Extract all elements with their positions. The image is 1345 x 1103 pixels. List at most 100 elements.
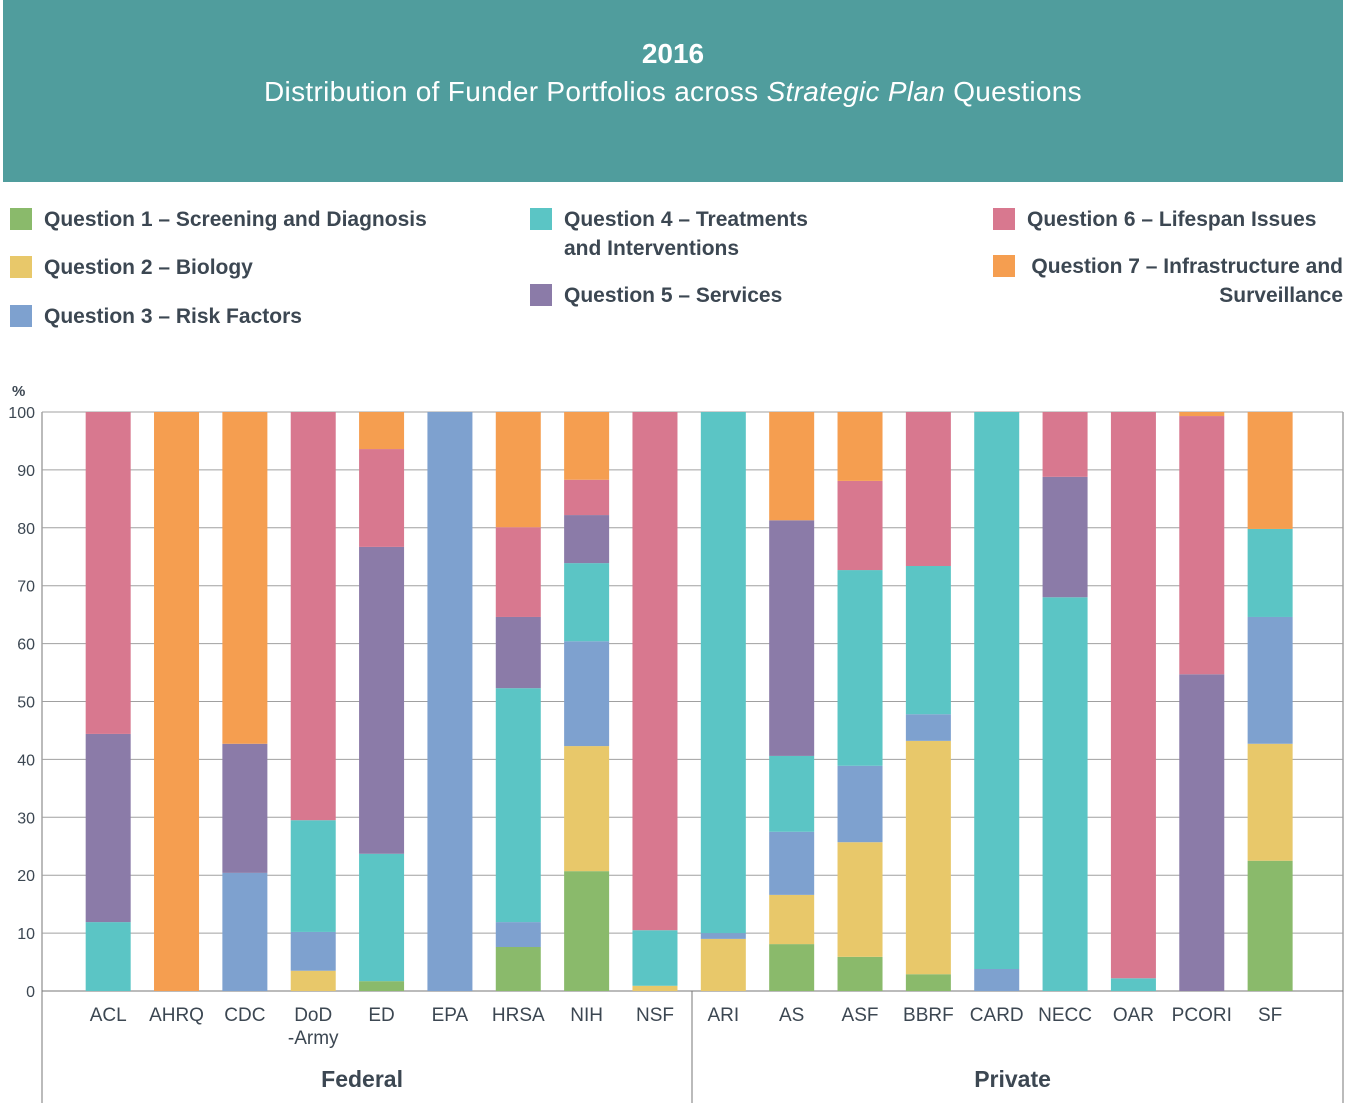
bar-segment <box>359 981 405 991</box>
bar-segment <box>359 449 405 547</box>
bar-segment <box>1042 476 1088 598</box>
x-tick-label-line: ASF <box>842 1005 879 1026</box>
chart-title: Distribution of Funder Portfolios across… <box>3 76 1343 108</box>
x-tick-label: CDC <box>224 1005 265 1026</box>
bar-segment <box>290 931 336 971</box>
bar-segment <box>290 970 336 991</box>
bar-segment <box>769 755 815 832</box>
x-tick-label-line: ACL <box>90 1005 127 1026</box>
y-tick-label: 50 <box>17 695 35 712</box>
x-tick-label: ASF <box>842 1005 879 1026</box>
bar-segment <box>837 842 883 957</box>
bar-segment <box>222 743 268 873</box>
y-tick-label: 40 <box>17 752 35 769</box>
bar-segment <box>769 412 815 521</box>
bar-segment <box>837 765 883 843</box>
bar-segment <box>85 733 131 923</box>
x-tick-label-line: ED <box>368 1005 394 1026</box>
title-part: Distribution of Funder Portfolios across <box>264 76 759 107</box>
x-tick-label-line: NECC <box>1038 1005 1092 1026</box>
legend-swatch <box>10 256 32 278</box>
bar-segment <box>700 933 746 939</box>
bar-segment <box>1179 412 1225 417</box>
y-tick-label: 20 <box>17 868 35 885</box>
legend-swatch <box>530 284 552 306</box>
x-tick-label-line: NIH <box>570 1005 603 1026</box>
bar-segment <box>905 740 951 975</box>
x-tick-label-line: OAR <box>1113 1005 1154 1026</box>
legend-label: Question 5 – Services <box>564 284 783 307</box>
legend-item: Question 1 – Screening and Diagnosis <box>10 205 470 234</box>
bar-segment <box>837 412 883 481</box>
bar-segment <box>154 412 200 991</box>
bar-segment <box>769 944 815 991</box>
y-axis-label: % <box>12 383 25 400</box>
group-label: Private <box>974 1066 1051 1092</box>
legend-label: Question 6 – Lifespan Issues <box>1027 208 1317 231</box>
x-tick-label-line: HRSA <box>492 1005 545 1026</box>
x-tick-label-line: BBRF <box>903 1005 954 1026</box>
bar-segment <box>495 922 541 947</box>
x-tick-label: BBRF <box>903 1005 954 1026</box>
bar-segment <box>1179 674 1225 991</box>
x-tick-label-line: NSF <box>636 1005 674 1026</box>
bar-segment <box>290 412 336 821</box>
legend-swatch <box>530 208 552 230</box>
y-tick-label: 10 <box>17 926 35 943</box>
legend-item: Question 2 – Biology <box>10 253 470 282</box>
bar-segment <box>564 871 610 991</box>
bar-segment <box>564 563 610 642</box>
legend-label: Question 7 – Infrastructure and Surveill… <box>1031 255 1343 307</box>
legend-item: Question 6 – Lifespan Issues <box>993 205 1338 234</box>
bar-segment <box>905 566 951 715</box>
bar-segment <box>1042 597 1088 991</box>
bar-segment <box>495 616 541 689</box>
bar-segment <box>905 974 951 991</box>
bar-segment <box>632 985 678 991</box>
x-tick-label: NSF <box>636 1005 674 1026</box>
legend-label: Question 3 – Risk Factors <box>44 305 302 328</box>
bar-segment <box>564 479 610 516</box>
x-tick-label: SF <box>1258 1005 1282 1026</box>
bar-segment <box>974 968 1020 991</box>
bar-segment <box>564 412 610 480</box>
bar-segment <box>905 714 951 741</box>
bar-segment <box>495 946 541 991</box>
x-tick-label-line: SF <box>1258 1005 1282 1026</box>
bar-segment <box>359 853 405 982</box>
x-tick-label: NECC <box>1038 1005 1092 1026</box>
legend-item: Question 5 – Services <box>530 281 930 310</box>
bar-segment <box>564 515 610 564</box>
y-tick-label: 80 <box>17 521 35 538</box>
x-tick-label-line: AHRQ <box>149 1005 204 1026</box>
bar-segment <box>1247 528 1293 617</box>
bar-segment <box>769 520 815 756</box>
bar-segment <box>1247 860 1293 991</box>
legend-swatch <box>10 305 32 327</box>
legend-item: Question 4 – Treatments and Intervention… <box>530 205 830 263</box>
x-tick-label: ED <box>368 1005 394 1026</box>
x-tick-label: PCORI <box>1172 1005 1232 1026</box>
y-tick-label: 0 <box>26 984 35 1001</box>
bar-segment <box>632 412 678 931</box>
bar-segment <box>1247 616 1293 744</box>
legend-item: Question 7 – Infrastructure and Surveill… <box>993 252 1343 310</box>
x-tick-label-line: AS <box>779 1005 804 1026</box>
bar-segment <box>222 412 268 744</box>
bar-segment <box>837 480 883 571</box>
bar-segment <box>564 641 610 747</box>
bar-segment <box>359 546 405 854</box>
x-tick-label: OAR <box>1113 1005 1154 1026</box>
bar-segment <box>495 412 541 528</box>
bar-segment <box>1247 412 1293 529</box>
y-tick-label: 30 <box>17 810 35 827</box>
x-tick-label-line: CDC <box>224 1005 265 1026</box>
bar-segment <box>837 956 883 991</box>
x-tick-label: NIH <box>570 1005 603 1026</box>
x-tick-label-line: CARD <box>970 1005 1024 1026</box>
bar-segment <box>700 938 746 991</box>
bar-segment <box>700 412 746 934</box>
bar-segment <box>85 922 131 991</box>
